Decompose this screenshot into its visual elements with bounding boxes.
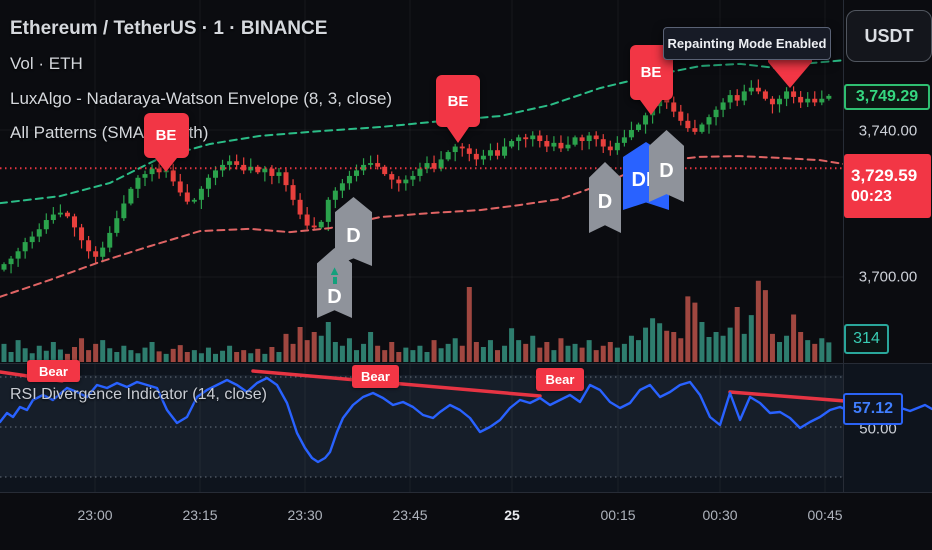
time-tick-label: 23:15 <box>182 507 218 523</box>
time-tick-label: 00:15 <box>600 507 636 523</box>
legend-rsi-indicator[interactable]: RSI Divergence Indicator (14, close) <box>10 386 267 403</box>
be-balloon-pointer <box>155 158 177 172</box>
buy-arrow-stem <box>332 277 337 285</box>
pattern-marker-d-arrow: D <box>589 162 621 233</box>
time-tick-label: 23:45 <box>392 507 428 523</box>
time-axis[interactable] <box>0 492 932 550</box>
bear-divergence-label: Bear <box>536 368 584 391</box>
time-tick-label: 00:45 <box>807 507 843 523</box>
rsi-value: 57.12 <box>852 400 894 417</box>
volume-value: 314 <box>853 330 880 347</box>
repainting-mode-tooltip: Repainting Mode Enabled <box>663 27 831 60</box>
be-signal-label: BE <box>143 113 189 158</box>
last-price-badge: 3,749.29 <box>844 84 930 110</box>
be-balloon-pointer <box>640 100 662 115</box>
price-level-3740: 3,740.00 <box>858 122 918 140</box>
pattern-marker-label: D <box>597 190 613 213</box>
be-signal-marker: BE <box>143 113 189 172</box>
be-signal-label: BE <box>436 75 480 127</box>
be-signal-marker: BE <box>629 45 673 115</box>
time-tick-label: 23:00 <box>77 507 113 523</box>
last-price-value: 3,749.29 <box>855 88 919 105</box>
pattern-marker-label: D <box>659 159 674 182</box>
time-tick-label: 00:30 <box>702 507 738 523</box>
current-price-value: 3,729.59 <box>851 166 918 186</box>
bear-divergence-label: Bear <box>352 365 399 388</box>
be-signal-label: BE <box>629 45 673 100</box>
price-level-3700: 3,700.00 <box>858 268 918 286</box>
be-balloon-pointer <box>447 127 469 143</box>
time-tick-label: 23:30 <box>287 507 323 523</box>
be-signal-marker: BE <box>436 75 480 143</box>
pattern-marker-label: D <box>346 224 361 247</box>
rsi-value-badge: 57.12 <box>843 393 903 425</box>
current-price-countdown-badge: 3,729.59 00:23 <box>844 154 931 218</box>
legend-envelope-indicator[interactable]: LuxAlgo - Nadaraya-Watson Envelope (8, 3… <box>10 89 393 108</box>
symbol-title[interactable]: Ethereum / TetherUS · 1 · BINANCE <box>10 18 328 39</box>
pattern-marker-d-arrow: D <box>649 130 684 202</box>
bear-divergence-label: Bear <box>27 360 80 382</box>
volume-value-badge: 314 <box>844 324 889 354</box>
time-tick-label: 25 <box>504 507 520 523</box>
bar-countdown-timer: 00:23 <box>851 187 892 205</box>
legend-volume[interactable]: Vol · ETH <box>10 54 83 73</box>
pattern-marker-label: D <box>327 286 342 309</box>
pattern-marker-d-arrow: ▲ D <box>317 248 352 318</box>
buy-arrow-icon: ▲ <box>328 263 341 279</box>
currency-toggle-button[interactable]: USDT <box>846 10 932 62</box>
